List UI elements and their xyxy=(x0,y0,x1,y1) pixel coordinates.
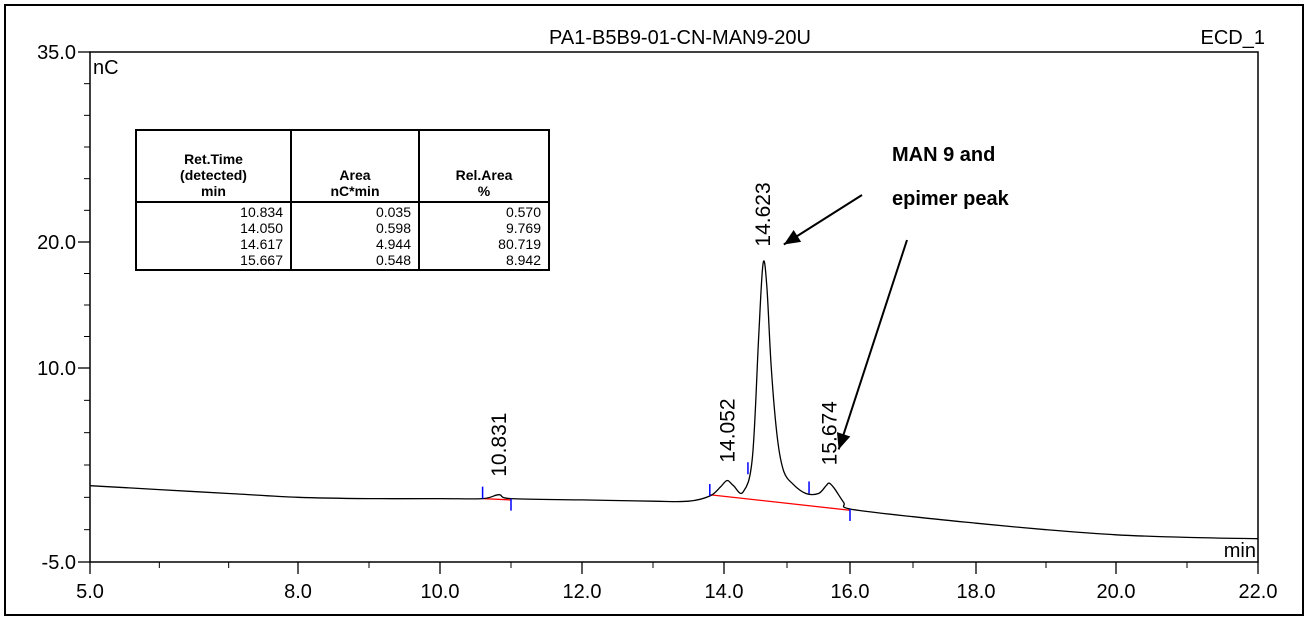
table-header-cell: Area xyxy=(339,167,370,183)
annotation-arrowhead xyxy=(836,432,851,450)
x-tick-label: 22.0 xyxy=(1239,581,1278,603)
x-tick-label: 14.0 xyxy=(705,581,744,603)
table-cell: 14.050 xyxy=(240,220,283,236)
chromatogram-trace xyxy=(89,260,1259,540)
plot-area xyxy=(89,51,1259,563)
y-tick-label: 20.0 xyxy=(37,232,76,254)
y-axis-unit-label: nC xyxy=(93,57,119,79)
table-header-cell: nC*min xyxy=(331,183,380,199)
peak-label: 14.623 xyxy=(752,182,775,246)
table-cell: 10.834 xyxy=(240,204,283,220)
annotation-line-2: epimer peak xyxy=(892,188,1010,210)
x-axis-unit-label: min xyxy=(1224,540,1256,562)
y-axis: -5.0 10.0 20.0 35.0 xyxy=(37,42,90,574)
table-cell: 0.548 xyxy=(376,252,411,268)
table-cell: 80.719 xyxy=(498,236,541,252)
table-cell: 9.769 xyxy=(506,220,541,236)
table-header-cell: (detected) xyxy=(180,167,247,183)
x-tick-label: 5.0 xyxy=(76,581,104,603)
y-tick-label: 35.0 xyxy=(37,42,76,64)
peak-labels: 10.831 14.052 14.623 15.674 xyxy=(488,182,841,476)
x-tick-label: 16.0 xyxy=(831,581,870,603)
table-cell: 15.667 xyxy=(240,252,283,268)
baseline-segment xyxy=(709,494,851,511)
x-tick-label: 8.0 xyxy=(284,581,312,603)
peak-label: 15.674 xyxy=(818,401,841,466)
baseline-segment xyxy=(482,497,512,501)
peak-label: 10.831 xyxy=(488,413,511,477)
annotation-line-1: MAN 9 and xyxy=(892,144,995,166)
table-header-cell: min xyxy=(201,183,226,199)
table-cell: 0.035 xyxy=(376,204,411,220)
peak-label: 14.052 xyxy=(716,398,739,462)
annotation-arrowhead xyxy=(783,230,802,245)
table-cell: 0.598 xyxy=(376,220,411,236)
x-tick-label: 18.0 xyxy=(957,581,996,603)
y-tick-label: -5.0 xyxy=(42,552,76,574)
table-cell: 0.570 xyxy=(506,204,541,220)
channel-label: ECD_1 xyxy=(1201,27,1265,49)
x-tick-label: 20.0 xyxy=(1097,581,1136,603)
table-header-cell: Ret.Time xyxy=(184,151,243,167)
integration-baselines xyxy=(482,494,851,511)
chart-title: PA1-B5B9-01-CN-MAN9-20U xyxy=(549,27,811,49)
table-cell: 4.944 xyxy=(376,236,411,252)
annotation-arrows xyxy=(783,194,908,450)
table-header-cell: Rel.Area xyxy=(456,167,513,183)
table-border xyxy=(135,129,550,271)
x-tick-label: 10.0 xyxy=(421,581,460,603)
y-tick-label: 10.0 xyxy=(37,358,76,380)
x-tick-label: 12.0 xyxy=(563,581,602,603)
annotation-arrow-line xyxy=(837,239,908,450)
outer-frame xyxy=(4,4,1304,616)
table-header-cell: % xyxy=(478,183,491,199)
table-cell: 14.617 xyxy=(240,236,283,252)
integration-markers xyxy=(481,462,851,521)
x-axis: 5.0 8.0 10.0 12.0 14.0 16.0 18.0 20.0 22.0 xyxy=(76,562,1277,603)
table-cell: 8.942 xyxy=(506,252,541,268)
